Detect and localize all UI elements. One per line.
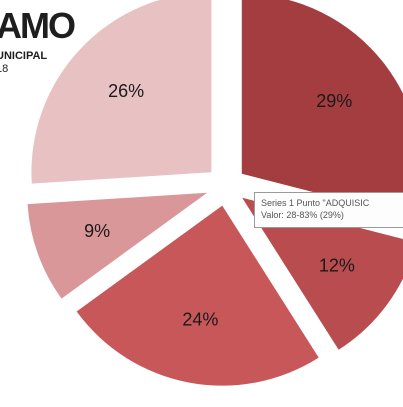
pie-slice-1	[241, 0, 403, 216]
pie-slice-label-2: 12%	[319, 255, 355, 275]
logo-subtitle: UNICIPAL	[0, 50, 48, 62]
municipal-logo: AMO UNICIPAL 18	[0, 0, 76, 80]
pie-slice-label-4: 9%	[84, 221, 110, 241]
tooltip-value-line: Valor: 28-83% (29%)	[261, 210, 344, 220]
logo-title: AMO	[0, 5, 76, 46]
pie-slice-2	[242, 197, 403, 350]
pie-slice-label-3: 24%	[182, 309, 218, 329]
pie-slice-3	[76, 205, 319, 386]
pie-slice-label-5: 26%	[108, 81, 144, 101]
pie-slice-5	[31, 0, 212, 184]
tooltip-series-line: Series 1 Punto "ADQUISIC	[261, 198, 370, 208]
pie-slice-label-1: 29%	[316, 91, 352, 111]
data-tooltip: Series 1 Punto "ADQUISIC Valor: 28-83% (…	[254, 192, 403, 228]
logo-year: 18	[0, 63, 9, 75]
pie-slice-4	[27, 192, 208, 299]
